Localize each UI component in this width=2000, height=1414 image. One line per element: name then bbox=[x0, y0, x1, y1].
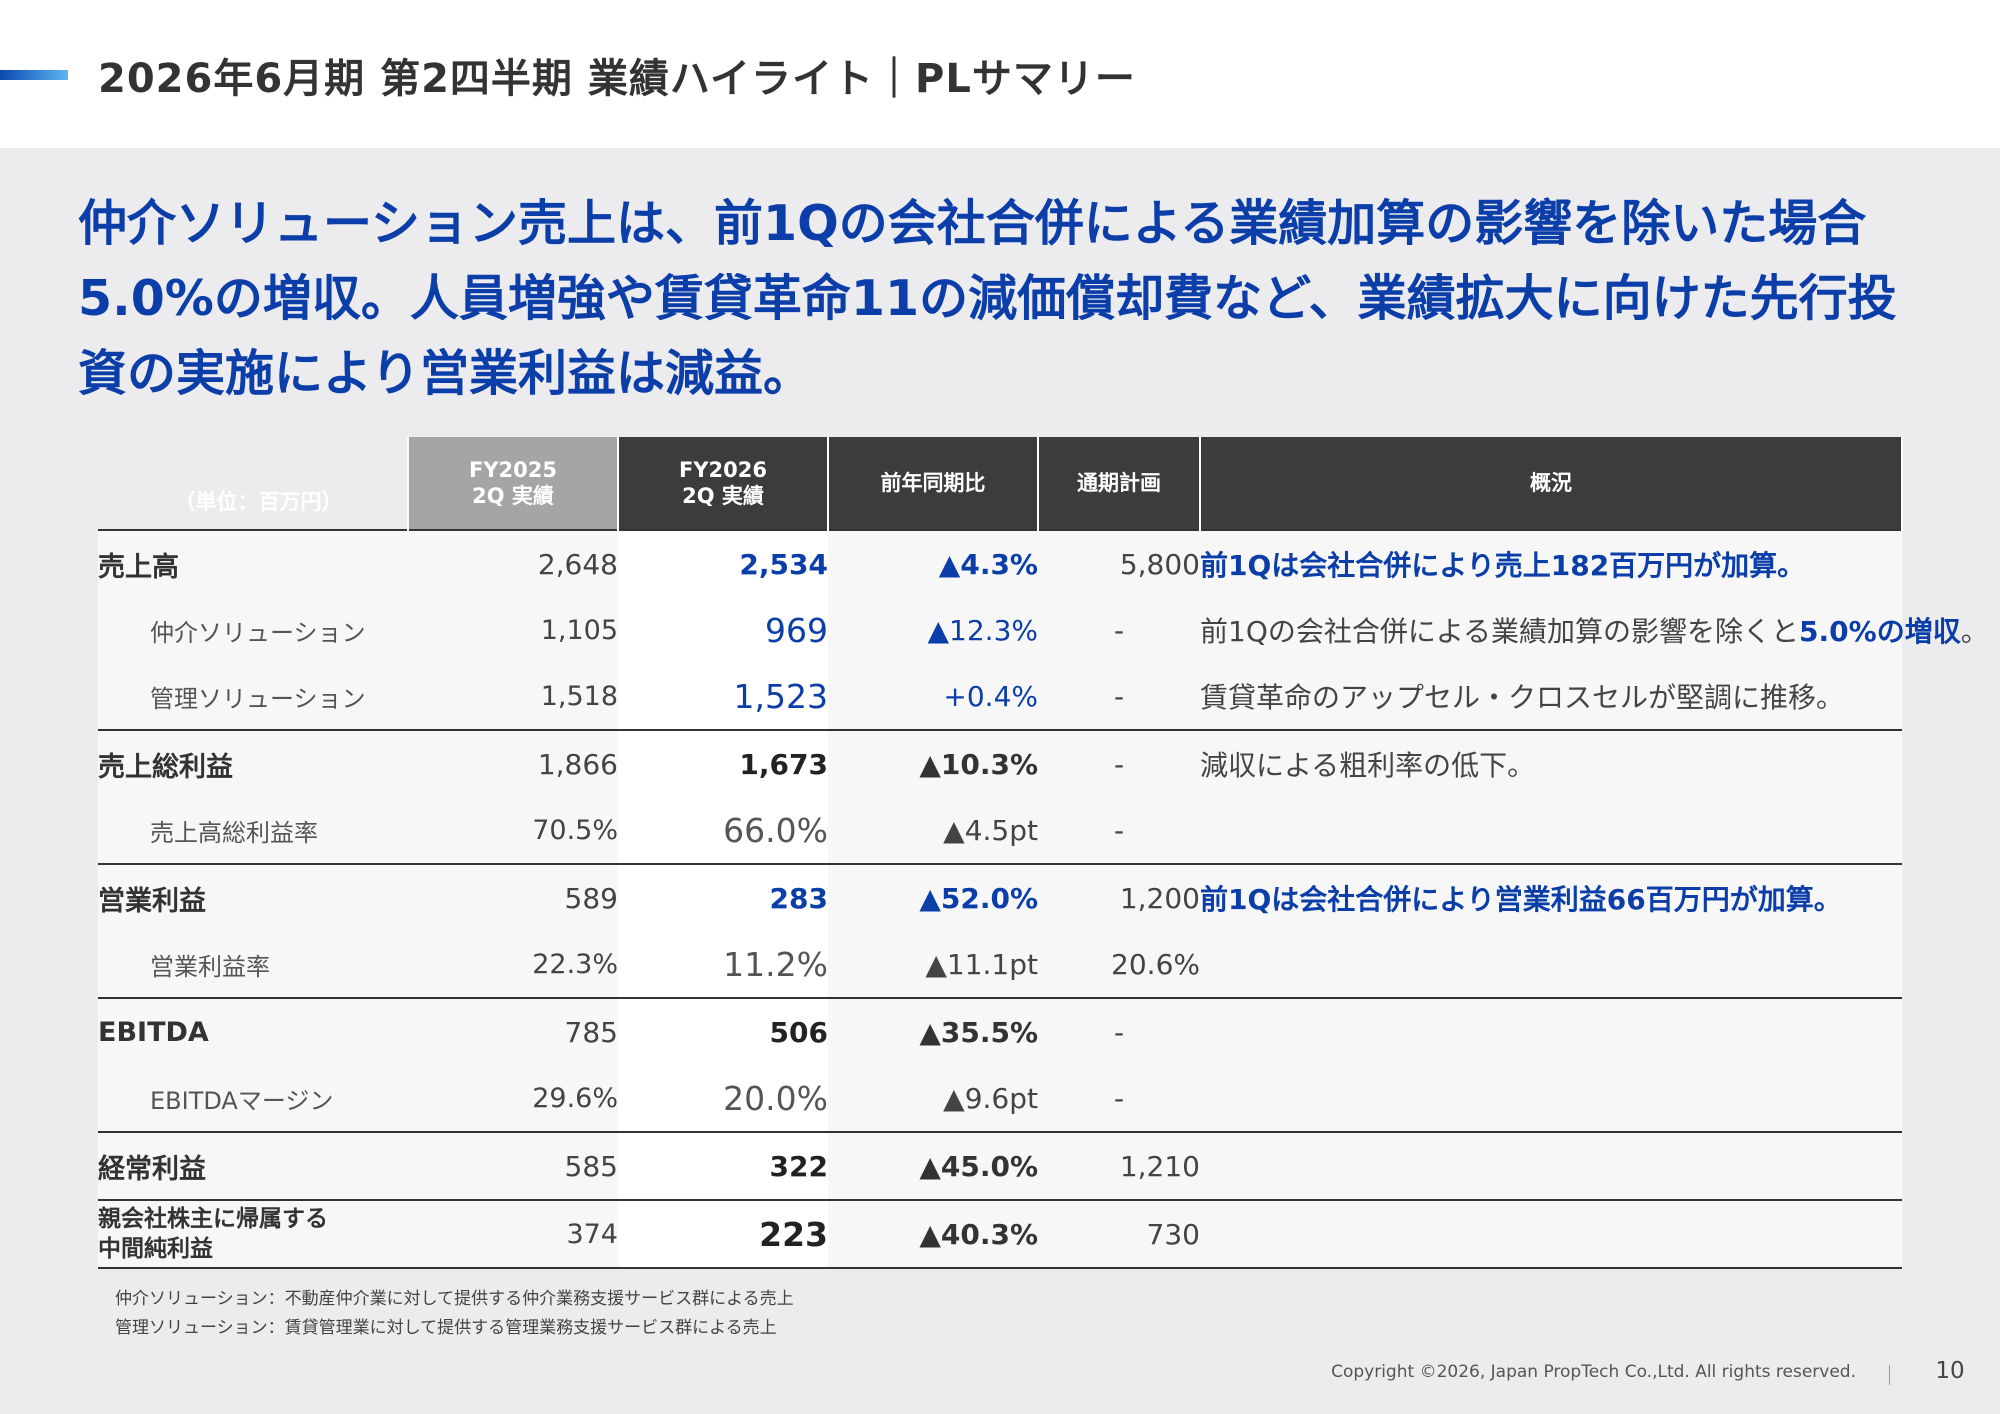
fy2026-value: 1,673 bbox=[618, 729, 828, 797]
row-label: 仲介ソリューション bbox=[98, 597, 408, 663]
row-label: 親会社株主に帰属する 中間純利益 bbox=[98, 1199, 408, 1269]
fy2026-value: 20.0% bbox=[618, 1065, 828, 1132]
table-header-row: （単位：百万円） FY2025 2Q 実績 FY2026 2Q 実績 前年同期比… bbox=[98, 437, 1903, 530]
table-row: 売上高 2,648 2,534 ▲4.3% 5,800 前1Qは会社合併により売… bbox=[98, 530, 1902, 597]
plan-value: 1,210 bbox=[1038, 1131, 1200, 1200]
pl-summary-table: （単位：百万円） FY2025 2Q 実績 FY2026 2Q 実績 前年同期比… bbox=[98, 437, 1989, 1269]
yoy-value: ▲35.5% bbox=[828, 997, 1038, 1065]
fy2025-value: 585 bbox=[408, 1131, 618, 1200]
plan-value: 20.6% bbox=[1038, 931, 1200, 998]
summary-note bbox=[1200, 1131, 1902, 1200]
plan-value: - bbox=[1038, 1065, 1200, 1132]
plan-value: 5,800 bbox=[1038, 530, 1200, 597]
summary-highlight: 5.0%の増収 bbox=[1799, 615, 1961, 648]
plan-value: 1,200 bbox=[1038, 863, 1200, 931]
fy2026-value: 223 bbox=[618, 1199, 828, 1269]
yoy-value: ▲12.3% bbox=[828, 597, 1038, 663]
page-number: 10 bbox=[1935, 1358, 1965, 1384]
row-label: 管理ソリューション bbox=[98, 663, 408, 730]
summary-note bbox=[1200, 997, 1902, 1065]
table-row: EBITDA 785 506 ▲35.5% - bbox=[98, 997, 1902, 1065]
fy2025-value: 2,648 bbox=[408, 530, 618, 597]
plan-value: - bbox=[1038, 729, 1200, 797]
fy2026-value: 2,534 bbox=[618, 530, 828, 597]
table-row: 仲介ソリューション 1,105 969 ▲12.3% - 前1Qの会社合併による… bbox=[98, 597, 1989, 663]
col-header-fy2026: FY2026 2Q 実績 bbox=[618, 437, 829, 530]
copyright: Copyright ©2026, Japan PropTech Co.,Ltd.… bbox=[1331, 1362, 1856, 1382]
header-accent-bar bbox=[0, 70, 68, 80]
plan-value: - bbox=[1038, 663, 1200, 730]
table-row: 管理ソリューション 1,518 1,523 +0.4% - 賃貸革命のアップセル… bbox=[98, 663, 1902, 730]
table-row: 親会社株主に帰属する 中間純利益 374 223 ▲40.3% 730 bbox=[98, 1199, 1902, 1269]
summary-note bbox=[1200, 797, 1902, 864]
fy2025-value: 22.3% bbox=[408, 931, 618, 998]
yoy-value: ▲45.0% bbox=[828, 1131, 1038, 1200]
slide-title: 2026年6月期 第2四半期 業績ハイライト｜PLサマリー bbox=[98, 56, 1136, 102]
fy2025-value: 374 bbox=[408, 1199, 618, 1269]
plan-value: - bbox=[1038, 797, 1200, 864]
fy2025-value: 70.5% bbox=[408, 797, 618, 864]
row-label: 売上高総利益率 bbox=[98, 797, 408, 864]
fy2025-value: 1,105 bbox=[408, 597, 618, 663]
fy2025-value: 1,866 bbox=[408, 729, 618, 797]
summary-note: 前1Qは会社合併により売上182百万円が加算。 bbox=[1200, 530, 1902, 597]
yoy-value: ▲4.3% bbox=[828, 530, 1038, 597]
yoy-value: +0.4% bbox=[828, 663, 1038, 730]
fy2026-value: 506 bbox=[618, 997, 828, 1065]
yoy-value: ▲4.5pt bbox=[828, 797, 1038, 864]
table-row: 売上総利益 1,866 1,673 ▲10.3% - 減収による粗利率の低下。 bbox=[98, 729, 1902, 797]
plan-value: - bbox=[1038, 997, 1200, 1065]
row-label: 営業利益 bbox=[98, 863, 408, 931]
fy2025-value: 785 bbox=[408, 997, 618, 1065]
table-row: 営業利益 589 283 ▲52.0% 1,200 前1Qは会社合併により営業利… bbox=[98, 863, 1902, 931]
yoy-value: ▲11.1pt bbox=[828, 931, 1038, 998]
table-row: 売上高総利益率 70.5% 66.0% ▲4.5pt - bbox=[98, 797, 1902, 864]
slide-header: 2026年6月期 第2四半期 業績ハイライト｜PLサマリー bbox=[0, 0, 2000, 148]
summary-note: 前1Qは会社合併により営業利益66百万円が加算。 bbox=[1200, 863, 1902, 931]
plan-value: - bbox=[1038, 597, 1200, 663]
fy2026-value: 66.0% bbox=[618, 797, 828, 864]
fy2025-value: 589 bbox=[408, 863, 618, 931]
fy2026-value: 322 bbox=[618, 1131, 828, 1200]
plan-value: 730 bbox=[1038, 1199, 1200, 1269]
col-header-yoy: 前年同期比 bbox=[828, 437, 1039, 530]
row-label: 売上総利益 bbox=[98, 729, 408, 797]
row-label: 経常利益 bbox=[98, 1131, 408, 1200]
table-row: 経常利益 585 322 ▲45.0% 1,210 bbox=[98, 1131, 1902, 1200]
footer-divider bbox=[1889, 1365, 1890, 1385]
summary-note: 前1Qの会社合併による業績加算の影響を除くと5.0%の増収。 bbox=[1200, 597, 1989, 663]
yoy-value: ▲10.3% bbox=[828, 729, 1038, 797]
fy2026-value: 969 bbox=[618, 597, 828, 663]
row-label: EBITDAマージン bbox=[98, 1065, 408, 1132]
row-label: EBITDA bbox=[98, 997, 408, 1065]
col-header-plan: 通期計画 bbox=[1038, 437, 1201, 530]
fy2026-value: 1,523 bbox=[618, 663, 828, 730]
fy2026-value: 11.2% bbox=[618, 931, 828, 998]
fy2025-value: 29.6% bbox=[408, 1065, 618, 1132]
fy2025-value: 1,518 bbox=[408, 663, 618, 730]
footnote: 仲介ソリューション：不動産仲介業に対して提供する仲介業務支援サービス群による売上 bbox=[115, 1289, 794, 1309]
table-row: 営業利益率 22.3% 11.2% ▲11.1pt 20.6% bbox=[98, 931, 1902, 998]
footnotes: 仲介ソリューション：不動産仲介業に対して提供する仲介業務支援サービス群による売上… bbox=[115, 1285, 794, 1343]
summary-note bbox=[1200, 1199, 1902, 1269]
table-row: EBITDAマージン 29.6% 20.0% ▲9.6pt - bbox=[98, 1065, 1902, 1132]
row-label: 営業利益率 bbox=[98, 931, 408, 998]
unit-label: （単位：百万円） bbox=[98, 437, 409, 530]
col-header-fy2025: FY2025 2Q 実績 bbox=[408, 437, 619, 530]
headline-message: 仲介ソリューション売上は、前1Qの会社合併による業績加算の影響を除いた場合5.0… bbox=[78, 195, 1897, 402]
col-header-summary: 概況 bbox=[1200, 437, 1903, 530]
summary-note: 賃貸革命のアップセル・クロスセルが堅調に推移。 bbox=[1200, 663, 1902, 730]
summary-note bbox=[1200, 931, 1902, 998]
fy2026-value: 283 bbox=[618, 863, 828, 931]
yoy-value: ▲9.6pt bbox=[828, 1065, 1038, 1132]
summary-note: 減収による粗利率の低下。 bbox=[1200, 729, 1902, 797]
footnote: 管理ソリューション：賃貸管理業に対して提供する管理業務支援サービス群による売上 bbox=[115, 1318, 777, 1338]
row-label: 売上高 bbox=[98, 530, 408, 597]
summary-note bbox=[1200, 1065, 1902, 1132]
yoy-value: ▲52.0% bbox=[828, 863, 1038, 931]
yoy-value: ▲40.3% bbox=[828, 1199, 1038, 1269]
